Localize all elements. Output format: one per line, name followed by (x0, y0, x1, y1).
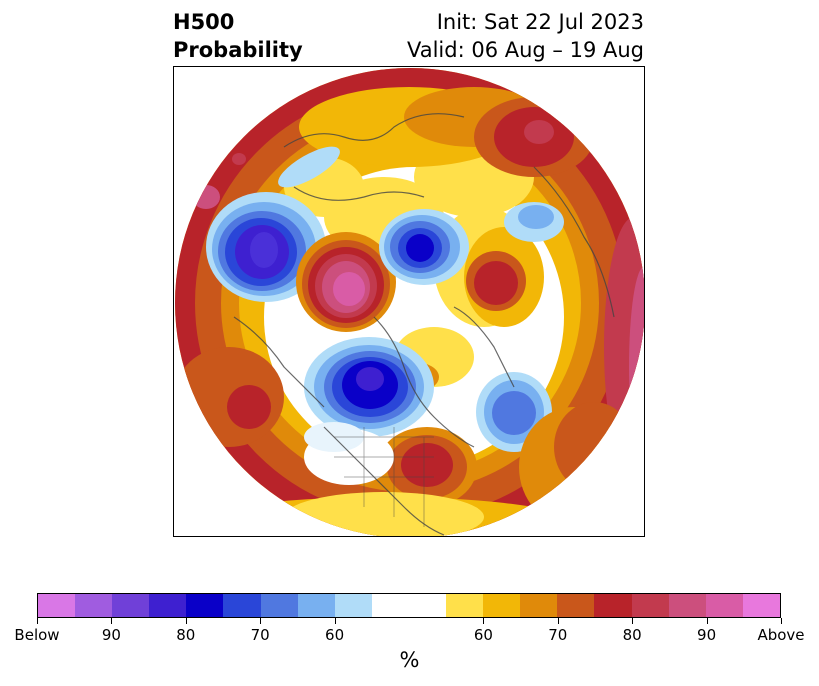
colorbar-swatch (705, 594, 743, 617)
state-borders (334, 427, 434, 527)
valid-period: Valid: 06 Aug – 19 Aug (406, 38, 644, 62)
colorbar-swatch (520, 594, 558, 617)
colorbar-swatch (75, 594, 113, 617)
colorbar-swatch (668, 594, 706, 617)
colorbar-tick-label: 90 (101, 626, 121, 644)
colorbar-swatch (446, 594, 484, 617)
colorbar-swatch (112, 594, 150, 617)
colorbar-swatch (297, 594, 335, 617)
title-line-2: Probability (173, 38, 303, 62)
colorbar-swatch (149, 594, 187, 617)
colorbar-tick-label: 70 (250, 626, 270, 644)
colorbar-tick-mark (781, 618, 782, 624)
colorbar-swatch (631, 594, 669, 617)
colorbar-tick-label: Below (14, 626, 60, 644)
colorbar-swatch (223, 594, 261, 617)
colorbar-swatch (260, 594, 298, 617)
colorbar-tick-mark (37, 618, 38, 624)
colorbar-tick-label: Above (757, 626, 805, 644)
colorbar-tick-label: 80 (622, 626, 642, 644)
colorbar-tick-label: 60 (325, 626, 345, 644)
colorbar-swatch (594, 594, 632, 617)
colorbar-swatch (371, 594, 447, 617)
colorbar-tick-label: 70 (548, 626, 568, 644)
colorbar-swatch (186, 594, 224, 617)
colorbar-ticks: Below 90 80 70 60 60 70 80 90 Above (14, 618, 805, 648)
colorbar-tick-mark (483, 618, 485, 624)
title-line-1: H500 (173, 10, 235, 34)
colorbar-tick-mark (111, 618, 113, 624)
colorbar-swatch (557, 594, 595, 617)
colorbar-tick-mark (334, 618, 336, 624)
anomaly-field (175, 68, 644, 536)
probability-map (173, 66, 645, 537)
run-info: Init: Sat 22 Jul 2023 Valid: 06 Aug – 19… (407, 8, 644, 64)
colorbar (37, 593, 781, 618)
colorbar-tick-mark (185, 618, 187, 624)
colorbar-tick-mark (557, 618, 559, 624)
colorbar-tick-mark (706, 618, 708, 624)
colorbar-swatch (483, 594, 521, 617)
colorbar-swatch (334, 594, 372, 617)
map-title: H500 Probability (173, 8, 303, 64)
colorbar-tick-label: 60 (473, 626, 493, 644)
colorbar-tick-mark (260, 618, 262, 624)
colorbar-unit-label: % (399, 648, 420, 672)
colorbar-tick-label: 80 (176, 626, 196, 644)
init-date: Init: Sat 22 Jul 2023 (436, 10, 644, 34)
colorbar-tick-mark (632, 618, 634, 624)
colorbar-swatch (38, 594, 76, 617)
colorbar-swatch (742, 594, 780, 617)
colorbar-tick-label: 90 (697, 626, 717, 644)
